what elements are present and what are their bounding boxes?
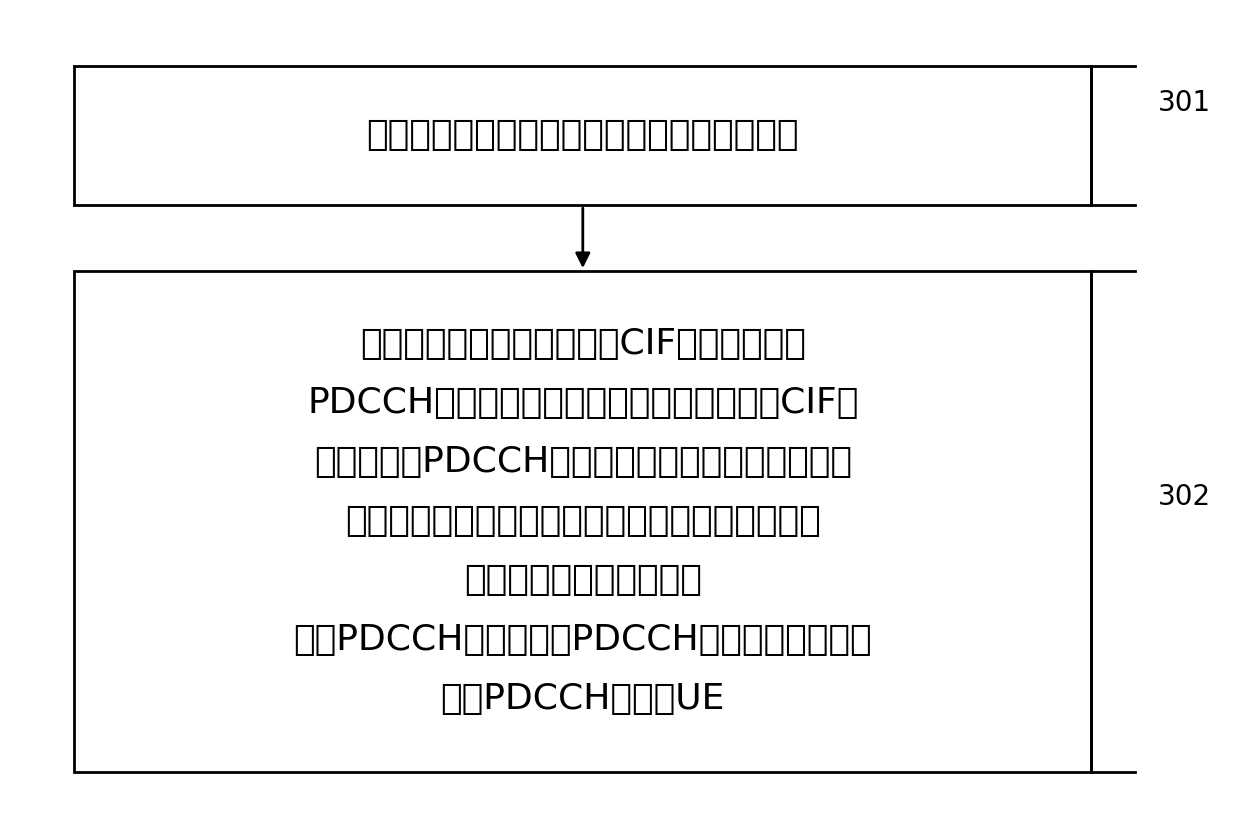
Text: 式的PDCCH信令给UE: 式的PDCCH信令给UE (440, 681, 725, 716)
Text: PDCCH信令的长度，与第二搜索空间中包括CIF的: PDCCH信令的长度，与第二搜索空间中包括CIF的 (308, 386, 858, 420)
Text: 基站确定第一搜索空间和第二搜索空间的位置: 基站确定第一搜索空间和第二搜索空间的位置 (367, 118, 799, 153)
FancyBboxPatch shape (74, 271, 1091, 772)
Text: 第二格式的PDCCH信令长度相等，第一搜索空间和: 第二格式的PDCCH信令长度相等，第一搜索空间和 (314, 445, 852, 479)
Text: 302: 302 (1158, 483, 1210, 511)
Text: 第二搜索空间存在物理交叠区域，则在所述物理交: 第二搜索空间存在物理交叠区域，则在所述物理交 (345, 504, 821, 539)
Text: 叠区域内，基站发送除了: 叠区域内，基站发送除了 (464, 563, 702, 598)
FancyBboxPatch shape (74, 66, 1091, 205)
Text: 第一PDCCH信令和第二PDCCH信令之外的其他格: 第一PDCCH信令和第二PDCCH信令之外的其他格 (294, 622, 872, 657)
Text: 301: 301 (1158, 89, 1210, 117)
Text: 如果第一搜索空间中不包括CIF的第一格式的: 如果第一搜索空间中不包括CIF的第一格式的 (360, 327, 806, 361)
